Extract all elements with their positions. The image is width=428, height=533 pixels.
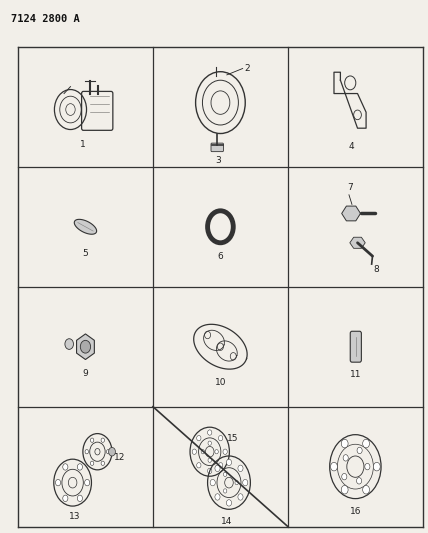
Text: 12: 12 [114,453,125,462]
Text: 13: 13 [69,513,80,521]
Circle shape [90,438,94,442]
Circle shape [90,461,94,465]
Circle shape [238,494,243,500]
Circle shape [363,486,369,494]
Circle shape [238,465,243,472]
Circle shape [357,447,362,454]
Text: 8: 8 [373,265,379,274]
Circle shape [363,439,369,448]
Circle shape [197,435,201,441]
Circle shape [85,480,90,486]
Circle shape [63,464,68,470]
Circle shape [223,489,227,493]
Circle shape [235,481,238,485]
Text: 15: 15 [227,434,238,443]
Text: 11: 11 [350,370,361,379]
Circle shape [223,472,227,477]
Circle shape [201,450,205,454]
Circle shape [357,478,362,484]
Circle shape [373,462,380,471]
FancyBboxPatch shape [211,143,223,151]
FancyBboxPatch shape [350,331,361,362]
Circle shape [77,495,83,502]
Circle shape [215,450,218,454]
Circle shape [63,495,68,502]
Circle shape [341,486,348,494]
Circle shape [330,462,337,471]
Circle shape [343,455,348,461]
Circle shape [365,464,370,470]
Text: 16: 16 [350,506,361,515]
Circle shape [109,448,116,456]
Circle shape [243,480,248,486]
Text: 3: 3 [215,156,221,165]
Polygon shape [74,220,97,234]
Text: 4: 4 [348,142,354,150]
Circle shape [226,459,232,466]
Circle shape [101,461,104,465]
Text: 6: 6 [217,253,223,261]
Text: 9: 9 [83,369,88,378]
Circle shape [208,468,212,474]
Circle shape [341,439,348,448]
Circle shape [107,450,110,454]
Polygon shape [350,237,365,248]
Text: 10: 10 [215,377,226,386]
Circle shape [85,450,89,454]
Polygon shape [77,334,94,359]
Text: 14: 14 [221,517,232,526]
Circle shape [80,341,91,353]
Circle shape [197,463,201,468]
Circle shape [208,430,212,435]
Text: 1: 1 [80,140,86,149]
Circle shape [77,464,83,470]
Circle shape [56,480,61,486]
Circle shape [218,463,223,468]
Text: 7: 7 [348,183,353,192]
Circle shape [65,339,74,350]
Circle shape [210,480,215,486]
Circle shape [215,494,220,500]
Polygon shape [342,206,360,221]
Text: 5: 5 [83,249,88,258]
Circle shape [208,441,211,446]
Text: 7124 2800 A: 7124 2800 A [11,14,80,25]
Circle shape [226,500,232,506]
Text: 2: 2 [244,64,250,73]
Circle shape [208,458,211,462]
Circle shape [218,435,223,441]
Circle shape [342,473,347,480]
Circle shape [215,465,220,472]
Circle shape [101,438,104,442]
Circle shape [223,449,227,454]
Circle shape [192,449,196,454]
